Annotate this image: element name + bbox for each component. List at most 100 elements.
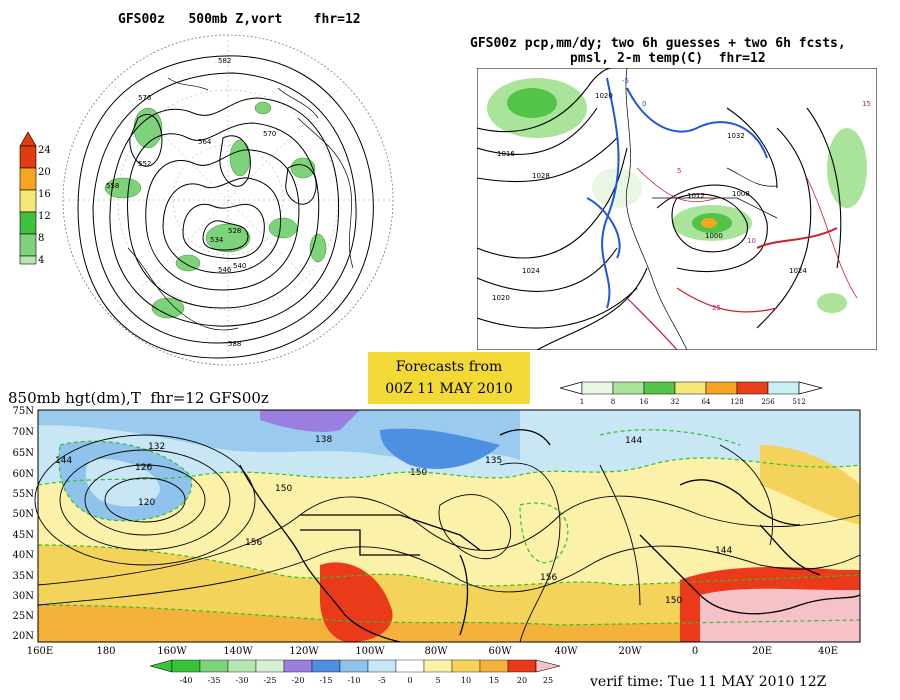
pcp-leg-256: 256	[761, 398, 775, 406]
a-lbl-534: 534	[210, 236, 224, 244]
b-lbl-1012: 1012	[687, 192, 705, 200]
b-lbl-1024b: 1024	[789, 267, 807, 275]
hgt850-temp-map: 132 144 126 120 138 150 156 135 144 150 …	[13, 406, 861, 657]
c-lbl-135: 135	[485, 456, 502, 466]
ytick-40n: 40N	[13, 550, 35, 561]
polar-500mb-map: 24 20 16 12 8 4	[19, 34, 394, 366]
pcp-leg-32: 32	[671, 398, 680, 406]
ytick-50n: 50N	[13, 509, 35, 520]
a-lbl-570: 570	[263, 130, 276, 138]
pcp-pmsl-map: 1020 1016 1028 1024 1008 1000 1012 1032 …	[477, 68, 877, 350]
panel-c-title: 850mb hgt(dm),T fhr=12 GFS00z	[8, 389, 269, 407]
xtick-20w: 20W	[618, 646, 642, 657]
panel-b-title-2: pmsl, 2-m temp(C) fhr=12	[570, 51, 766, 66]
c-lbl-156: 156	[245, 538, 262, 548]
c-lbl-150b: 150	[410, 468, 427, 478]
tleg-25: 25	[543, 676, 553, 685]
a-lbl-552: 552	[138, 160, 151, 168]
c-lbl-144: 144	[55, 456, 72, 466]
c-lbl-126: 126	[135, 463, 152, 473]
b-lbl-15: 15	[862, 100, 871, 108]
xtick-0: 0	[692, 646, 698, 657]
a-lbl-558: 558	[106, 182, 119, 190]
vorticity-shading	[104, 101, 327, 319]
forecast-init-box: Forecasts from 00Z 11 MAY 2010	[368, 352, 530, 404]
xtick-80w: 80W	[424, 646, 448, 657]
xtick-60w: 60W	[488, 646, 512, 657]
tleg-0: 0	[407, 676, 412, 685]
cbar-a-12: 12	[38, 211, 51, 222]
tleg-m5: -5	[378, 676, 386, 685]
precip-shading	[487, 78, 867, 313]
ytick-55n: 55N	[13, 489, 35, 500]
cbar-a-20: 20	[38, 167, 51, 178]
tleg-5: 5	[435, 676, 440, 685]
tleg-10: 10	[461, 676, 471, 685]
c-lbl-144b: 144	[625, 436, 642, 446]
b-lbl-1020b: 1020	[492, 294, 510, 302]
b-lbl-1000: 1000	[705, 232, 723, 240]
cbar-a-24: 24	[38, 145, 51, 156]
b-lbl-0: 0	[642, 100, 646, 108]
c-lbl-132: 132	[148, 442, 165, 452]
xtick-160e: 160E	[27, 646, 53, 657]
xtick-100w: 100W	[355, 646, 385, 657]
xtick-40e: 40E	[818, 646, 838, 657]
tleg-m35: -35	[208, 676, 221, 685]
a-lbl-564: 564	[198, 138, 212, 146]
panel-a-colorbar: 24 20 16 12 8 4	[19, 131, 51, 266]
b-lbl-1020: 1020	[595, 92, 613, 100]
tleg-m20: -20	[292, 676, 305, 685]
tleg-m10: -10	[348, 676, 361, 685]
pcp-leg-128: 128	[730, 398, 743, 406]
tleg-m15: -15	[320, 676, 333, 685]
b-lbl-10: 10	[747, 237, 756, 245]
ytick-20n: 20N	[13, 631, 35, 642]
b-lbl-5: 5	[677, 167, 681, 175]
forecast-line-1: Forecasts from	[395, 359, 503, 375]
ytick-70n: 70N	[13, 427, 35, 438]
a-lbl-546: 546	[218, 266, 232, 274]
b-lbl-1024: 1024	[522, 267, 540, 275]
c-lbl-144c: 144	[715, 546, 732, 556]
cbar-a-4: 4	[38, 255, 44, 266]
b-lbl-1008: 1008	[732, 190, 750, 198]
pcp-leg-1: 1	[580, 398, 584, 406]
verif-time: verif time: Tue 11 MAY 2010 12Z	[590, 674, 827, 690]
temp-legend: -40 -35 -30 -25 -20 -15 -10 -5 0 5 10 15…	[150, 659, 561, 685]
ytick-35n: 35N	[13, 571, 35, 582]
xtick-140w: 140W	[223, 646, 253, 657]
c-lbl-120: 120	[138, 498, 155, 508]
b-lbl-25: 25	[712, 304, 721, 312]
tleg-m25: -25	[264, 676, 277, 685]
c-lbl-138: 138	[315, 435, 332, 445]
forecast-line-2: 00Z 11 MAY 2010	[385, 381, 513, 397]
panel-b-title-1: GFS00z pcp,mm/dy; two 6h guesses + two 6…	[470, 36, 846, 51]
ytick-60n: 60N	[13, 469, 35, 480]
ytick-65n: 65N	[13, 448, 35, 459]
tleg-m40: -40	[180, 676, 193, 685]
ytick-75n: 75N	[13, 406, 35, 417]
a-lbl-528: 528	[228, 227, 241, 235]
c-lbl-150: 150	[275, 484, 292, 494]
a-lbl-576: 576	[138, 94, 152, 102]
tleg-15: 15	[489, 676, 499, 685]
tleg-20: 20	[517, 676, 527, 685]
b-lbl-1028: 1028	[532, 172, 550, 180]
xtick-20e: 20E	[752, 646, 772, 657]
tleg-m30: -30	[236, 676, 249, 685]
xtick-180: 180	[96, 646, 115, 657]
b-lbl-1032: 1032	[727, 132, 745, 140]
xtick-120w: 120W	[289, 646, 319, 657]
a-lbl-540: 540	[233, 262, 246, 270]
ytick-45n: 45N	[13, 530, 35, 541]
xtick-160w: 160W	[157, 646, 187, 657]
cbar-a-16: 16	[38, 189, 51, 200]
a-lbl-588: 588	[228, 340, 241, 348]
pcp-legend: 1 8 16 32 64 128 256 512	[560, 381, 824, 406]
ytick-25n: 25N	[13, 611, 35, 622]
b-lbl-1016: 1016	[497, 150, 515, 158]
c-lbl-156b: 156	[540, 573, 557, 583]
pcp-leg-8: 8	[611, 398, 615, 406]
pcp-leg-512: 512	[792, 398, 805, 406]
